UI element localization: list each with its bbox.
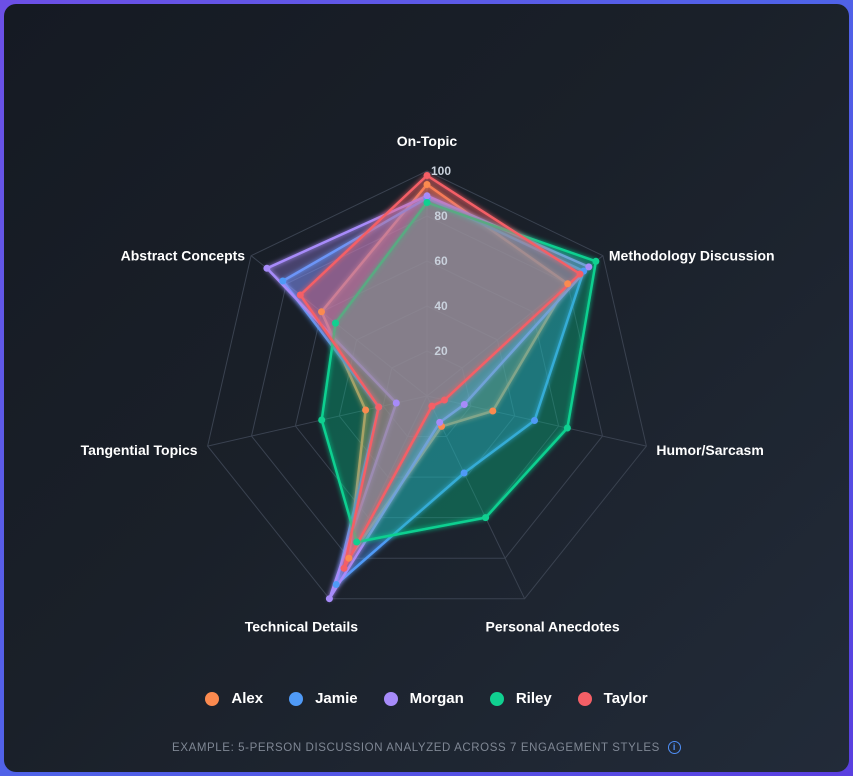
legend-dot-jamie [289, 691, 304, 706]
point-morgan-abstract-concepts[interactable] [263, 264, 271, 272]
chart-card: 20 40 60 80 100 On-Topic Methodology Discussio… [4, 4, 849, 772]
point-morgan-technical-details[interactable] [325, 595, 333, 603]
tick-label-80: 80 [434, 209, 448, 223]
point-taylor-technical-details[interactable] [340, 564, 348, 572]
legend-dot-taylor [577, 691, 592, 706]
point-riley-technical-details[interactable] [353, 538, 361, 546]
point-jamie-technical-details[interactable] [332, 581, 340, 588]
point-morgan-humor-sarcasm[interactable] [460, 401, 468, 408]
tick-label-60: 60 [434, 254, 448, 268]
series-taylor-area[interactable] [299, 174, 582, 570]
axis-label-personal-anecdotes: Personal Anecdotes [486, 619, 620, 635]
point-taylor-personal-anecdotes[interactable] [428, 402, 436, 410]
point-riley-tangential-topics[interactable] [318, 416, 326, 424]
point-alex-technical-details[interactable] [345, 554, 353, 562]
tick-label-20: 20 [434, 344, 448, 358]
radar-labels: 20 40 60 80 100 On-Topic Methodology Discussio… [81, 133, 775, 635]
point-alex-tangential-topics[interactable] [362, 406, 370, 414]
point-taylor-tangential-topics[interactable] [375, 403, 383, 411]
radar-series [263, 172, 600, 603]
axis-label-tangential-topics: Tangential Topics [81, 442, 198, 458]
grid-ring-100 [207, 170, 647, 600]
axis-label-abstract-concepts: Abstract Concepts [121, 248, 246, 264]
caption: EXAMPLE: 5-PERSON DISCUSSION ANALYZED AC… [4, 741, 849, 754]
point-taylor-humor-sarcasm[interactable] [441, 396, 448, 404]
legend-item-jamie[interactable]: Jamie [289, 690, 358, 707]
caption-text: EXAMPLE: 5-PERSON DISCUSSION ANALYZED AC… [172, 741, 660, 754]
point-taylor-abstract-concepts[interactable] [296, 291, 304, 299]
axis-label-on-topic: On-Topic [397, 133, 458, 149]
point-riley-methodology-discussion[interactable] [592, 257, 600, 265]
legend: Alex Jamie Morgan Riley Taylor [4, 690, 849, 707]
legend-item-alex[interactable]: Alex [205, 690, 263, 707]
point-morgan-personal-anecdotes[interactable] [436, 418, 444, 426]
axis-label-technical-details: Technical Details [245, 619, 359, 635]
tick-label-40: 40 [434, 299, 448, 313]
axis-label-methodology-discussion: Methodology Discussion [609, 248, 775, 264]
point-riley-abstract-concepts[interactable] [332, 319, 339, 327]
point-riley-humor-sarcasm[interactable] [563, 424, 571, 432]
point-morgan-tangential-topics[interactable] [392, 399, 400, 407]
legend-item-riley[interactable]: Riley [489, 690, 552, 707]
info-icon[interactable]: i [667, 741, 681, 754]
point-alex-humor-sarcasm[interactable] [489, 407, 497, 415]
legend-label: Morgan [409, 690, 464, 707]
legend-label: Riley [515, 690, 552, 707]
point-alex-methodology-discussion[interactable] [564, 280, 572, 288]
point-morgan-methodology-discussion[interactable] [585, 263, 593, 271]
legend-label: Alex [231, 690, 264, 707]
point-riley-personal-anecdotes[interactable] [482, 514, 490, 522]
legend-dot-morgan [383, 691, 398, 706]
point-alex-abstract-concepts[interactable] [318, 308, 325, 316]
axis-label-humor-sarcasm: Humor/Sarcasm [656, 442, 763, 458]
point-jamie-abstract-concepts[interactable] [279, 277, 287, 285]
legend-item-taylor[interactable]: Taylor [577, 690, 648, 707]
point-riley-on-topic[interactable] [423, 199, 431, 206]
legend-label: Taylor [603, 690, 648, 707]
point-jamie-personal-anecdotes[interactable] [460, 469, 468, 477]
legend-label: Jamie [315, 690, 358, 707]
point-jamie-humor-sarcasm[interactable] [531, 417, 538, 424]
point-alex-on-topic[interactable] [423, 181, 431, 188]
legend-dot-riley [489, 691, 504, 706]
point-morgan-on-topic[interactable] [423, 192, 431, 200]
radar-chart: 20 40 60 80 100 On-Topic Methodology Discussio… [81, 133, 775, 635]
point-taylor-methodology-discussion[interactable] [576, 270, 584, 278]
point-taylor-on-topic[interactable] [423, 172, 431, 179]
legend-item-morgan[interactable]: Morgan [383, 690, 464, 707]
legend-dot-alex [205, 691, 220, 706]
tick-label-100: 100 [431, 164, 451, 178]
